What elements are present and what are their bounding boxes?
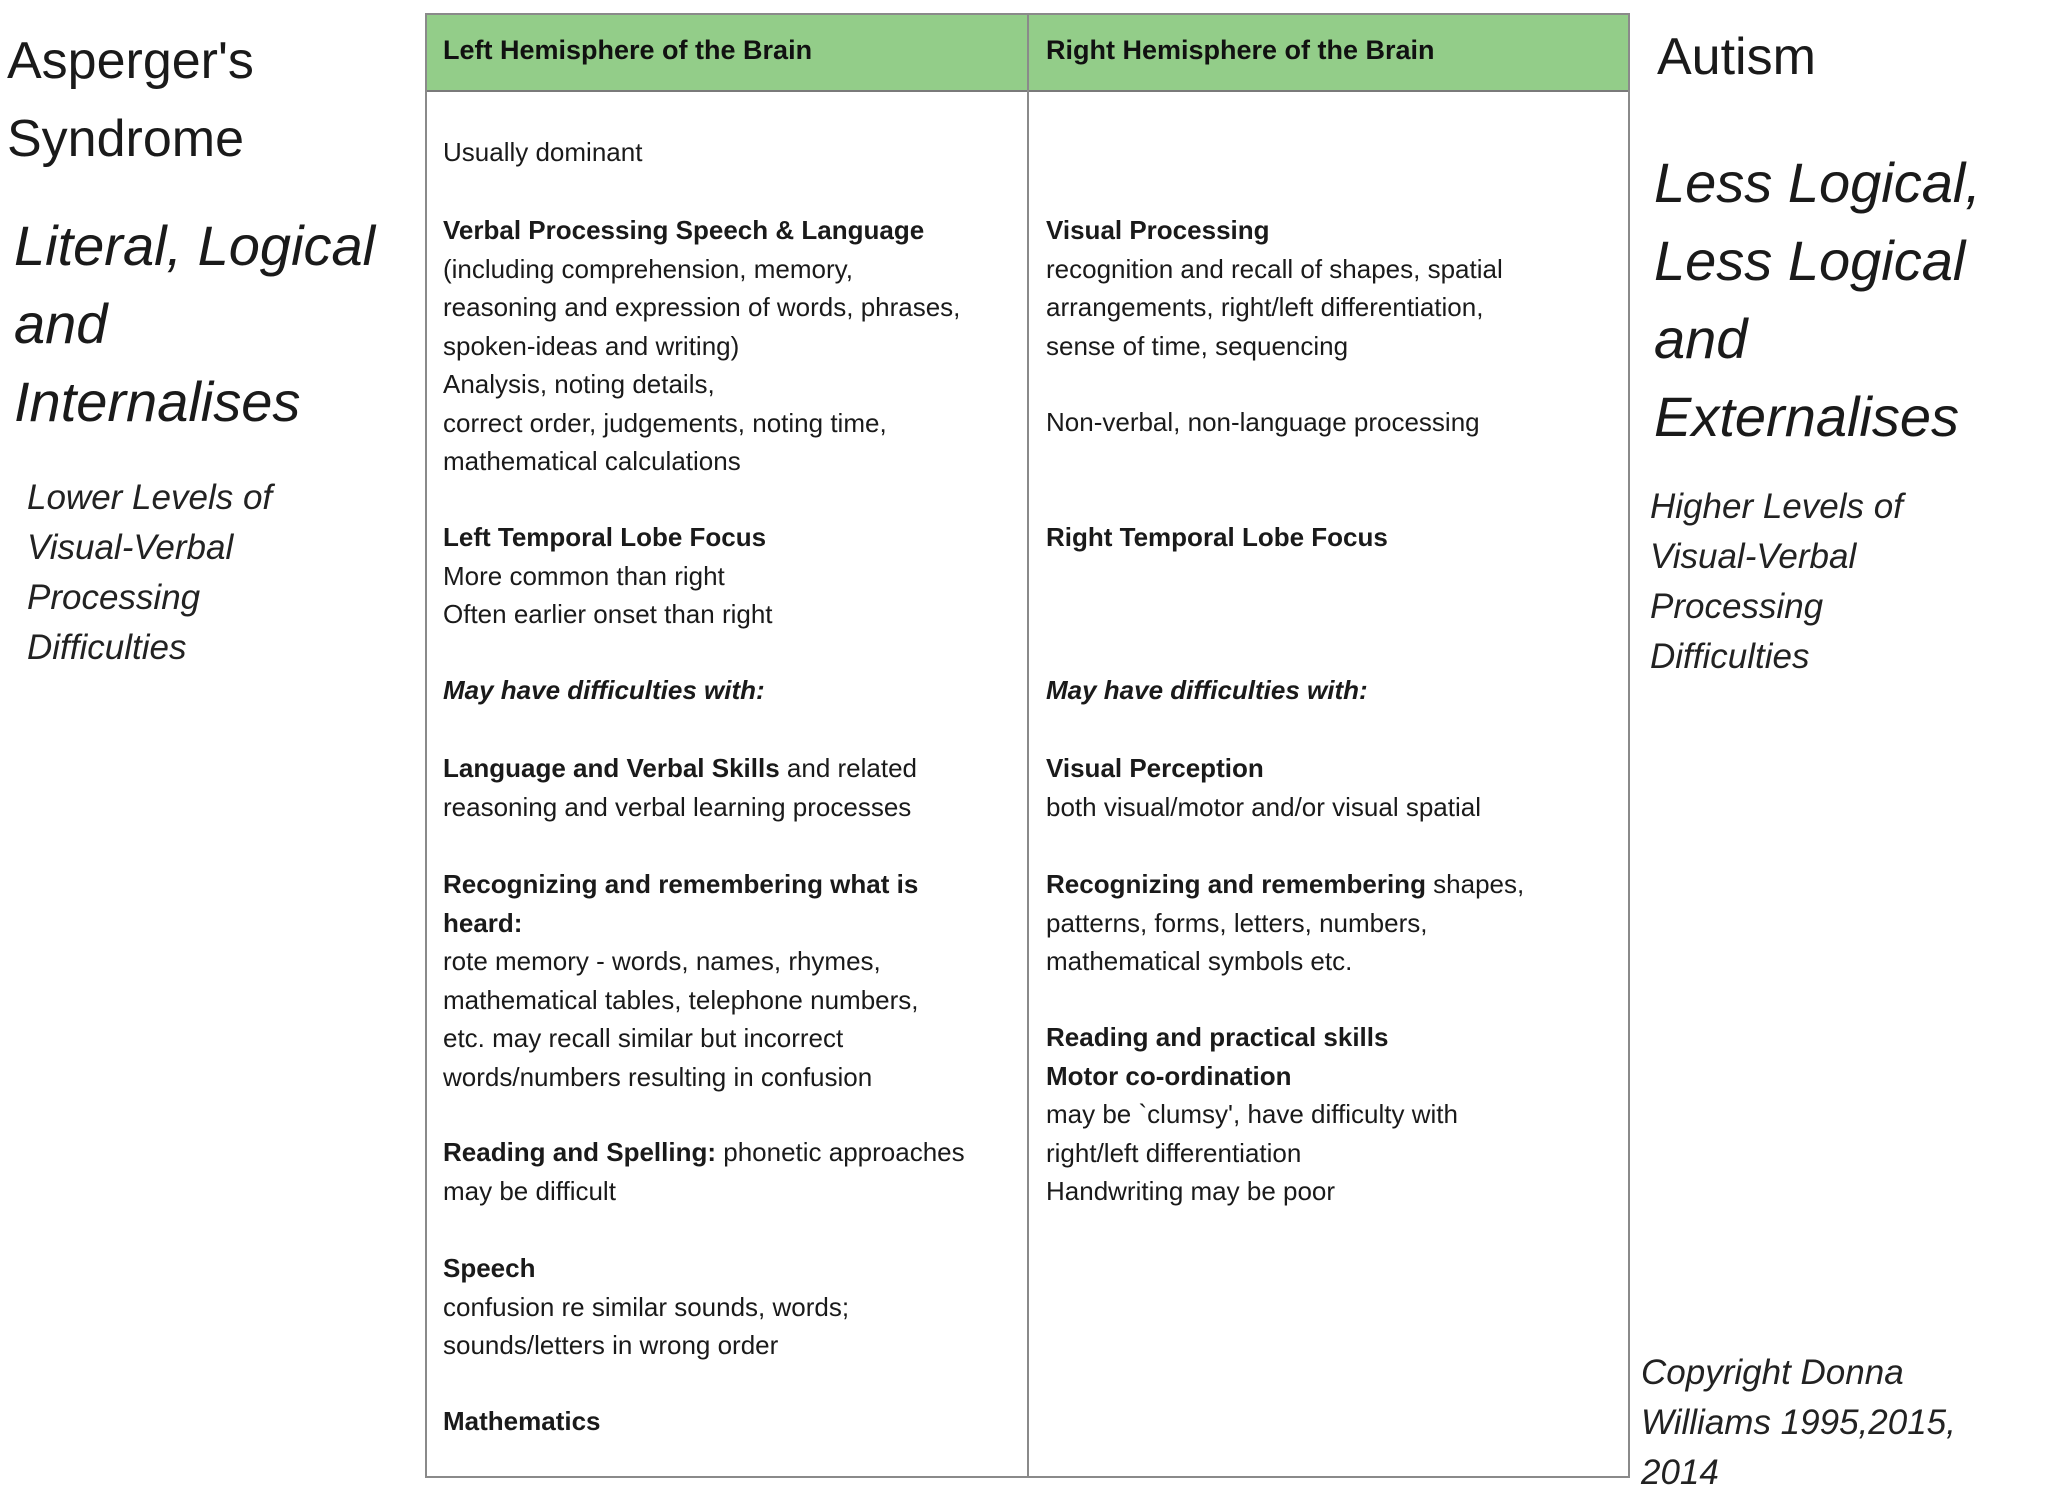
left-math: Mathematics (443, 1402, 601, 1441)
copyright-line: 2014 (1641, 1453, 1719, 1492)
text-line: Handwriting may be poor (1046, 1176, 1336, 1206)
section-title: Reading and practical skills (1046, 1022, 1389, 1052)
subtitle-line: Less Logical (1654, 229, 1966, 292)
left-difficulties: May have difficulties with: (443, 671, 765, 710)
text-line: (including comprehension, memory, (443, 253, 853, 284)
note-line: Difficulties (1650, 637, 1810, 676)
section-title: Recognizing and remembering (1046, 869, 1426, 899)
section-title: Right Temporal Lobe Focus (1046, 522, 1388, 552)
text-line: reasoning and verbal learning processes (443, 791, 912, 822)
note-line: Lower Levels of (27, 478, 273, 517)
note-line: Processing (1650, 587, 1824, 626)
right-practical-block: Reading and practical skills Motor co-or… (1046, 1018, 1458, 1211)
copyright-line: Williams 1995,2015, (1641, 1403, 1956, 1442)
text-line: More common than right (443, 560, 725, 591)
text-inline: shapes, (1425, 869, 1525, 899)
text-line: mathematical calculations (443, 446, 741, 476)
left-title: Asperger's Syndrome (7, 22, 254, 178)
text-line: reasoning and expression of words, phras… (443, 292, 961, 322)
text-line: mathematical symbols etc. (1046, 946, 1353, 976)
left-verbal-block: Verbal Processing Speech & Language (inc… (443, 211, 960, 481)
subtitle-line: Externalises (1654, 385, 1960, 448)
right-nonverbal: Non-verbal, non-language processing (1046, 407, 1480, 437)
section-title: Motor co-ordination (1046, 1060, 1292, 1091)
section-title: Speech (443, 1253, 536, 1283)
text-line: may be difficult (443, 1175, 616, 1206)
text-line: sounds/letters in wrong order (443, 1330, 779, 1360)
right-recog-block: Recognizing and remembering shapes, patt… (1046, 865, 1524, 981)
right-perception-block: Visual Perception both visual/motor and/… (1046, 749, 1481, 826)
column-divider (1027, 15, 1029, 1476)
subtitle-line: Internalises (14, 370, 301, 433)
hemisphere-table: Left Hemisphere of the Brain Right Hemis… (425, 13, 1630, 1478)
section-title: Verbal Processing Speech & Language (443, 215, 925, 245)
text-line: spoken-ideas and writing) (443, 330, 740, 361)
left-speech-block: Speech confusion re similar sounds, word… (443, 1249, 849, 1365)
note-line: Higher Levels of (1650, 487, 1903, 526)
note-line: Difficulties (27, 628, 187, 667)
difficulties-label: May have difficulties with: (1046, 675, 1368, 705)
section-title: Reading and Spelling: (443, 1137, 717, 1167)
section-title: heard: (443, 907, 523, 938)
text-line: recognition and recall of shapes, spatia… (1046, 253, 1503, 284)
section-title: Visual Processing (1046, 215, 1270, 245)
right-subtitle: Less Logical, Less Logical and Externali… (1654, 144, 1981, 456)
text-line: patterns, forms, letters, numbers, (1046, 907, 1428, 938)
note-line: Processing (27, 578, 201, 617)
left-language-block: Language and Verbal Skills and related r… (443, 749, 917, 826)
note-line: Visual-Verbal (1650, 537, 1857, 576)
text-line: correct order, judgements, noting time, (443, 407, 887, 438)
difficulties-label: May have difficulties with: (443, 675, 765, 705)
section-title: Recognizing and remembering what is (443, 869, 919, 899)
subtitle-line: and (14, 292, 108, 355)
note-line: Visual-Verbal (27, 528, 234, 567)
text-line: right/left differentiation (1046, 1137, 1302, 1168)
left-subtitle: Literal, Logical and Internalises (14, 207, 375, 441)
subtitle-line: Literal, Logical (14, 214, 376, 277)
text-line: arrangements, right/left differentiation… (1046, 292, 1484, 322)
text-inline: and related (779, 753, 917, 783)
section-title: Visual Perception (1046, 753, 1264, 783)
text-line: mathematical tables, telephone numbers, (443, 984, 919, 1015)
text-inline: phonetic approaches (716, 1137, 965, 1167)
right-temporal: Right Temporal Lobe Focus (1046, 518, 1388, 557)
left-recog-block: Recognizing and remembering what is hear… (443, 865, 919, 1096)
text-line: Often earlier onset than right (443, 599, 773, 629)
text-line: rote memory - words, names, rhymes, (443, 946, 881, 976)
text-line: sense of time, sequencing (1046, 330, 1349, 361)
right-title: Autism (1657, 28, 1816, 86)
right-visual-block: Visual Processing recognition and recall… (1046, 211, 1503, 365)
text-line: words/numbers resulting in confusion (443, 1061, 873, 1092)
right-difficulties: May have difficulties with: (1046, 671, 1368, 710)
left-dominant: Usually dominant (443, 137, 643, 167)
subtitle-line: and (1654, 307, 1748, 370)
header-left: Left Hemisphere of the Brain (443, 35, 813, 65)
section-title: Left Temporal Lobe Focus (443, 522, 767, 552)
text-line: Analysis, noting details, (443, 369, 715, 399)
title-line: Syndrome (7, 110, 244, 168)
text-line: both visual/motor and/or visual spatial (1046, 791, 1482, 822)
text-line: may be `clumsy', have difficulty with (1046, 1099, 1458, 1129)
text-line: confusion re similar sounds, words; (443, 1291, 850, 1322)
subtitle-line: Less Logical, (1654, 151, 1981, 214)
right-note: Higher Levels of Visual-Verbal Processin… (1650, 482, 1903, 682)
copyright: Copyright Donna Williams 1995,2015, 2014 (1641, 1348, 1956, 1498)
title-line: Asperger's (7, 32, 254, 90)
left-temporal-block: Left Temporal Lobe Focus More common tha… (443, 518, 773, 634)
section-title: Mathematics (443, 1406, 601, 1436)
copyright-line: Copyright Donna (1641, 1353, 1904, 1392)
text-line: etc. may recall similar but incorrect (443, 1023, 844, 1053)
left-reading-block: Reading and Spelling: phonetic approache… (443, 1133, 965, 1210)
left-note: Lower Levels of Visual-Verbal Processing… (27, 473, 272, 673)
section-title: Language and Verbal Skills (443, 753, 780, 783)
header-right: Right Hemisphere of the Brain (1046, 35, 1435, 65)
